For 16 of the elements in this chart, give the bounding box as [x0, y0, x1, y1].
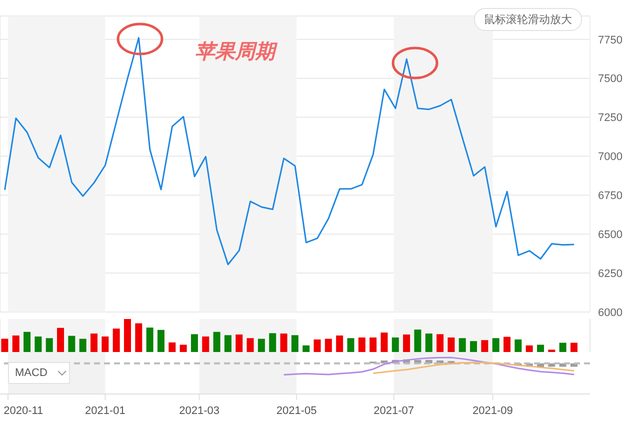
annotation: MACD — [15, 367, 48, 379]
x-tick-label: 2021-09 — [472, 405, 513, 417]
x-tick-label: 2021-05 — [276, 405, 317, 417]
y-tick-label: 7000 — [598, 151, 622, 164]
y-tick-label: 6000 — [598, 306, 622, 319]
y-tick-label: 7500 — [598, 73, 622, 86]
y-tick-label: 6750 — [598, 190, 622, 202]
y-tick-label: 7750 — [598, 34, 622, 46]
y-tick-label: 6250 — [598, 268, 622, 280]
x-tick-label: 2020-11 — [4, 405, 44, 417]
y-tick-label: 7250 — [598, 112, 622, 124]
x-tick-label: 2021-03 — [179, 405, 220, 417]
x-tick-label: 2021-01 — [85, 405, 126, 417]
x-tick-label: 2021-07 — [374, 405, 414, 417]
annotation: 鼠标滚轮滑动放大 — [474, 8, 582, 31]
y-tick-label: 6500 — [598, 229, 622, 242]
